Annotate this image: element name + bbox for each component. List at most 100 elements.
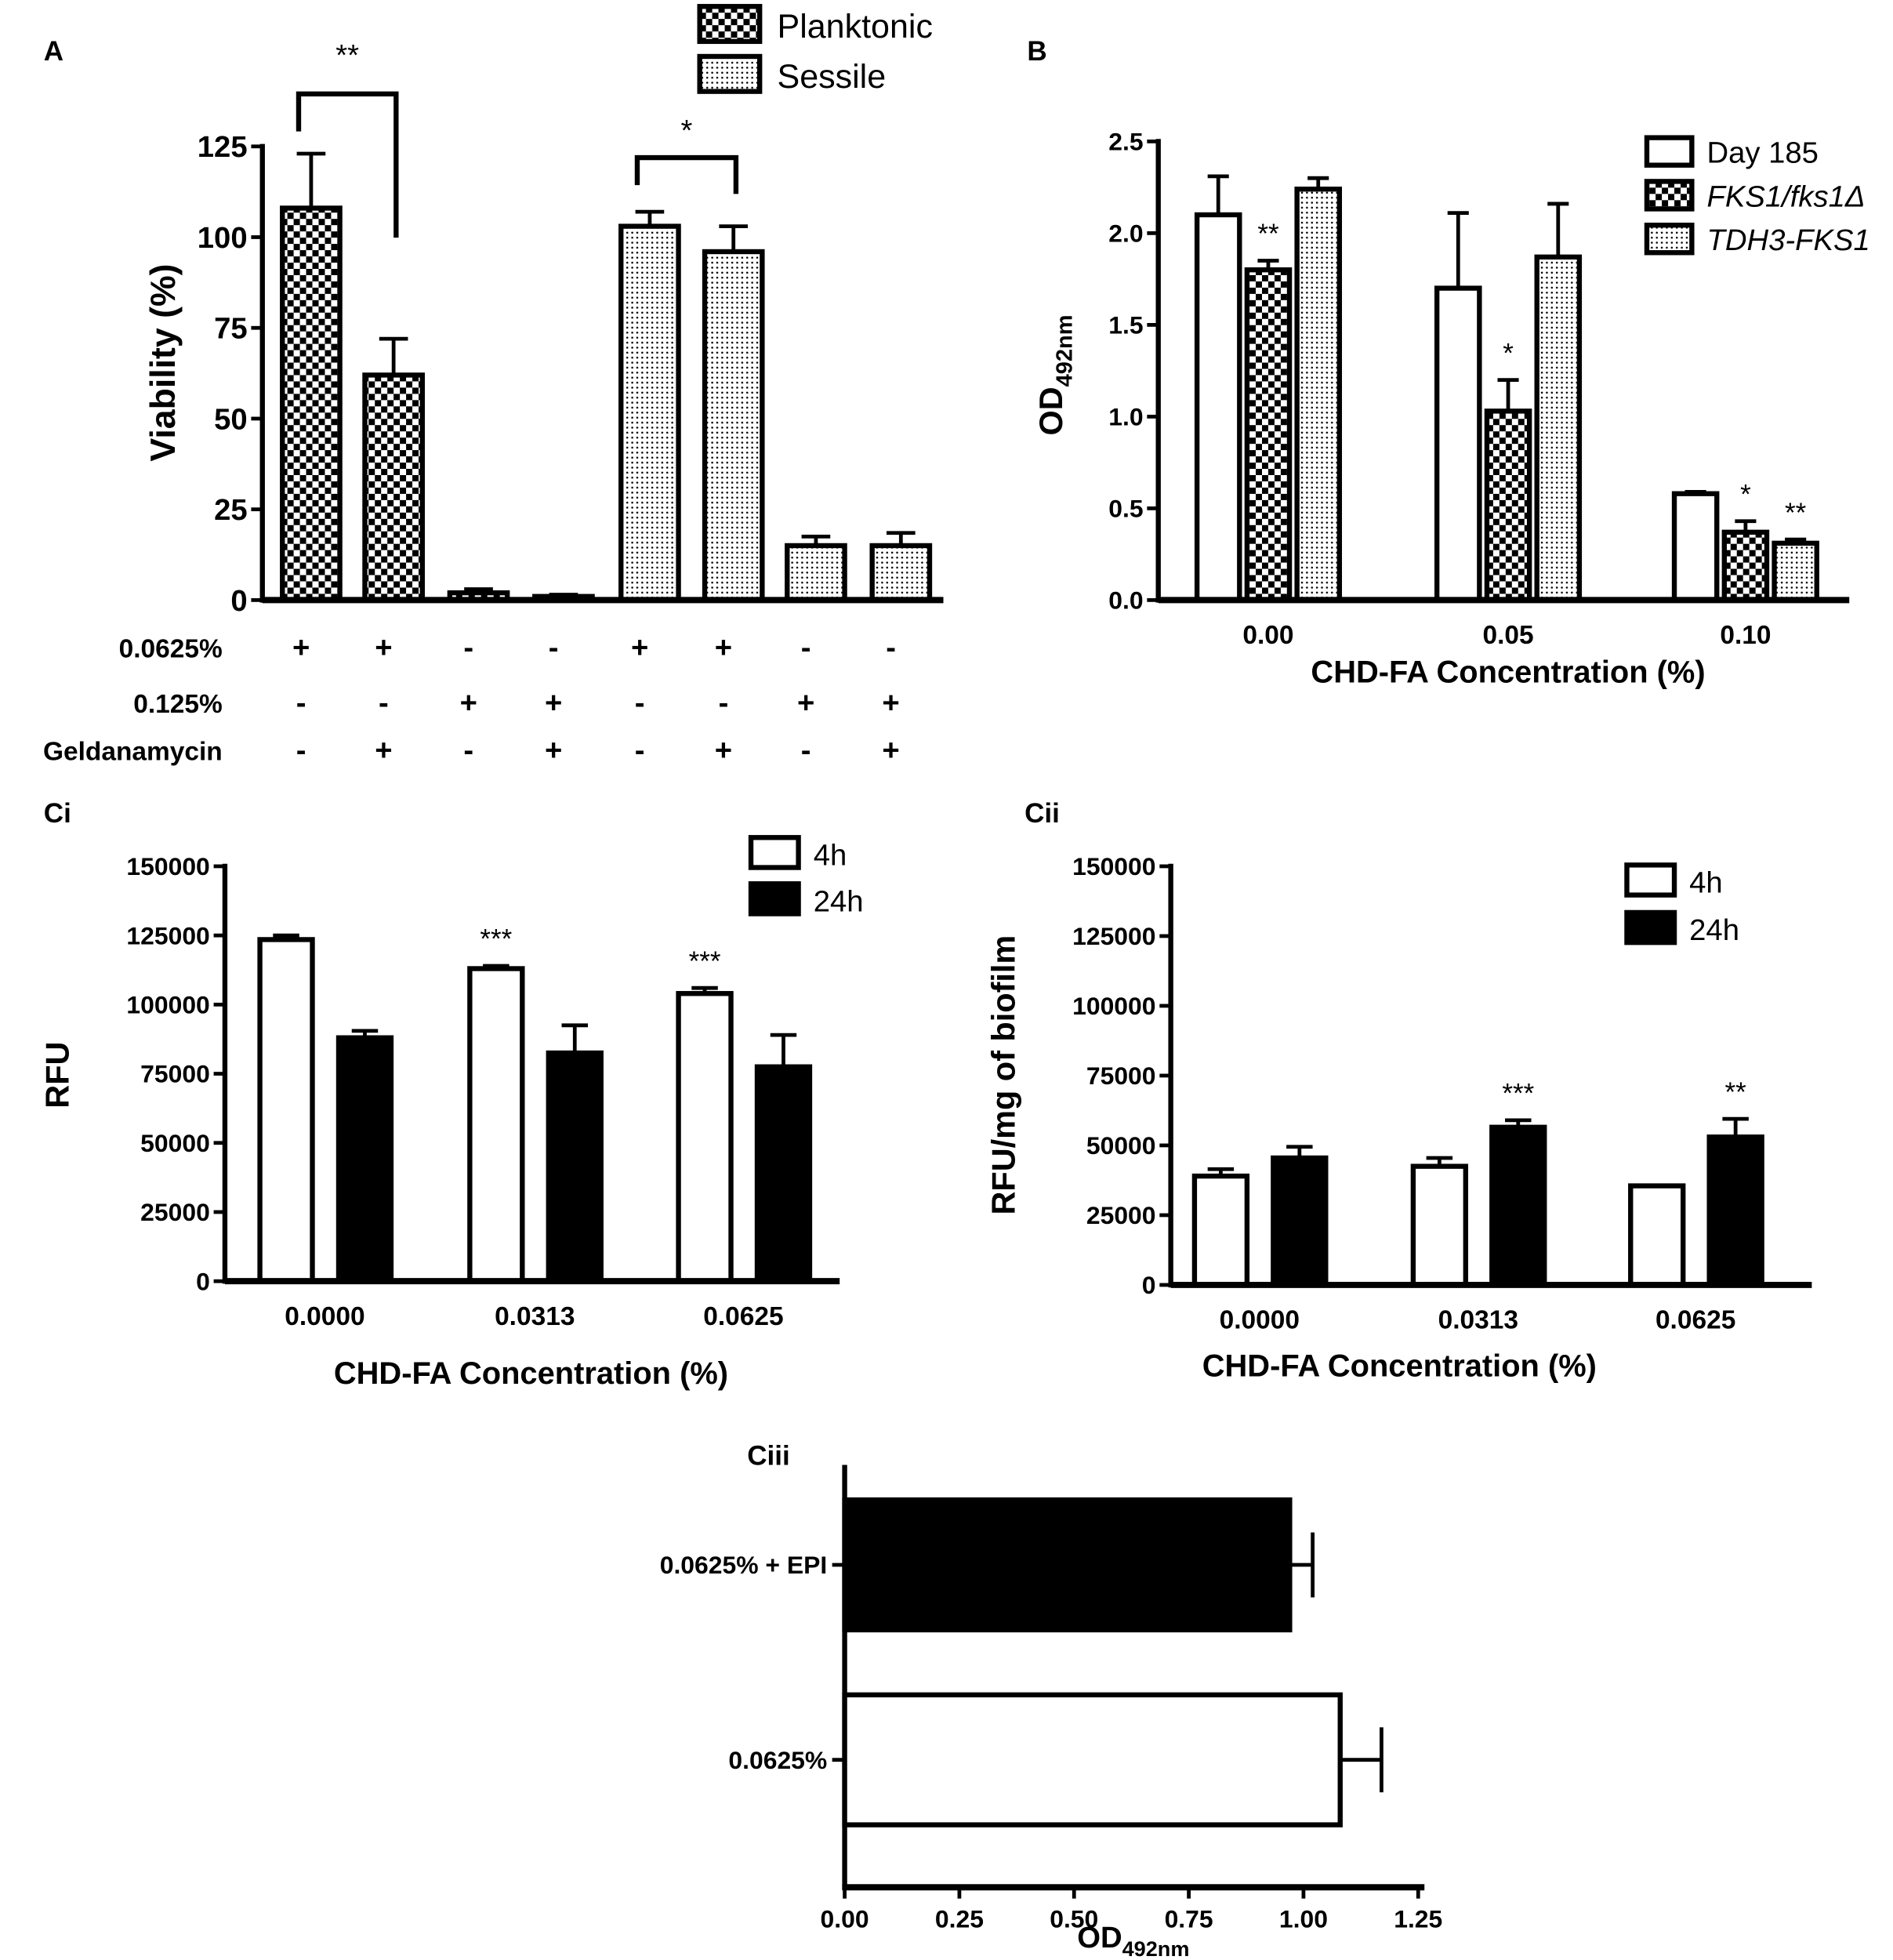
- condition-sign: +: [882, 686, 899, 720]
- condition-sign: -: [296, 733, 306, 767]
- condition-sign: -: [296, 686, 306, 720]
- y-axis-label: RFU/mg of biofilm: [985, 935, 1021, 1215]
- bar: [842, 1692, 1343, 1828]
- condition-label: 0.0625%: [119, 635, 223, 664]
- y-tick-label: 0.0625% + EPI: [660, 1551, 828, 1579]
- y-tick-label: 100000: [126, 991, 209, 1019]
- significance-marker: ***: [1502, 1079, 1534, 1109]
- y-tick-label: 2.0: [1108, 220, 1143, 248]
- x-tick-label: 0.00: [1242, 621, 1293, 650]
- y-tick-label: 1.5: [1108, 311, 1143, 339]
- significance-marker: **: [1725, 1077, 1747, 1108]
- bar-day-185: [1194, 212, 1242, 603]
- condition-sign: -: [886, 631, 896, 665]
- legend-label: Planktonic: [778, 8, 933, 45]
- y-axis-label-main: OD: [1032, 387, 1069, 435]
- x-tick-label: 0.0625: [703, 1302, 783, 1331]
- significance-marker: **: [1785, 498, 1807, 528]
- bar-fks1-fks1-: [1721, 529, 1770, 603]
- condition-sign: -: [549, 631, 559, 665]
- y-axis-label-main: RFU: [39, 1042, 76, 1109]
- legend-swatch: [1644, 179, 1695, 212]
- bar-tdh3-fks1: [1294, 187, 1343, 603]
- legend-label: 4h: [1689, 866, 1723, 899]
- legend-swatch: [1644, 135, 1695, 168]
- bar-4h: [467, 966, 525, 1284]
- y-tick-label: 50000: [140, 1129, 210, 1157]
- bar-4h: [676, 991, 734, 1284]
- y-tick-label: 0: [230, 584, 247, 618]
- x-tick-label: 0.0000: [1220, 1306, 1300, 1335]
- y-axis-label: RFU: [39, 1042, 76, 1109]
- x-tick-label: 0.05: [1482, 621, 1533, 650]
- condition-sign: +: [545, 686, 562, 720]
- y-tick-label: 150000: [126, 852, 209, 880]
- x-tick-label: 0.10: [1720, 621, 1771, 650]
- bar-24h: [754, 1064, 813, 1284]
- x-axis-label-subscript: 492nm: [1122, 1936, 1190, 1960]
- bar-planktonic: [362, 372, 425, 603]
- condition-sign: +: [797, 686, 814, 720]
- legend-label: Sessile: [778, 58, 887, 96]
- y-tick-label: 0.0: [1108, 586, 1143, 615]
- bar-day-185: [1671, 491, 1720, 603]
- x-tick-label: 0.0313: [1438, 1306, 1518, 1335]
- bar-tdh3-fks1: [1534, 254, 1583, 603]
- bar-sessile: [618, 223, 681, 603]
- legend-swatch-sessile: [697, 53, 763, 94]
- bar-sessile: [702, 249, 765, 603]
- condition-sign: +: [375, 733, 392, 767]
- y-tick-label: 0: [1142, 1271, 1156, 1299]
- significance-bracket: [634, 154, 739, 194]
- condition-label: 0.125%: [133, 690, 223, 719]
- significance-marker: **: [335, 38, 359, 72]
- condition-sign: +: [715, 631, 732, 665]
- bar-24h: [1489, 1124, 1547, 1288]
- condition-sign: +: [631, 631, 648, 665]
- bar-4h: [1191, 1173, 1250, 1288]
- x-axis-label: CHD-FA Concentration (%): [334, 1356, 728, 1391]
- x-tick-label: 0.75: [1165, 1904, 1213, 1933]
- legend-swatch: [1624, 862, 1677, 898]
- panel-label: Ciii: [747, 1440, 790, 1471]
- legend-label: 24h: [1689, 913, 1739, 947]
- condition-label: Geldanamycin: [43, 737, 223, 766]
- panel-label: B: [1027, 36, 1046, 67]
- legend-swatch-planktonic: [697, 4, 763, 45]
- bar-planktonic: [280, 205, 343, 603]
- condition-sign: -: [801, 631, 811, 665]
- x-tick-label: 0.0313: [495, 1302, 575, 1331]
- y-tick-label: 25000: [1086, 1201, 1156, 1229]
- significance-marker: *: [1503, 338, 1514, 368]
- bar-4h: [1410, 1163, 1469, 1288]
- bar-tdh3-fks1: [1772, 540, 1819, 603]
- y-tick-label: 0: [196, 1267, 210, 1295]
- y-tick-label: 25: [214, 493, 248, 527]
- y-tick-label: 125000: [1072, 922, 1155, 950]
- legend-swatch: [1644, 222, 1695, 256]
- y-tick-label: 0.5: [1108, 495, 1143, 523]
- x-tick-label: 0.25: [935, 1904, 984, 1933]
- x-tick-label: 1.25: [1394, 1904, 1442, 1933]
- bar-fks1-fks1-: [1244, 267, 1293, 603]
- condition-sign: -: [463, 733, 473, 767]
- x-axis-label: CHD-FA Concentration (%): [1202, 1348, 1597, 1383]
- x-axis-label: CHD-FA Concentration (%): [1311, 655, 1705, 690]
- significance-bracket: [296, 91, 399, 238]
- y-tick-label: 25000: [140, 1198, 210, 1226]
- condition-sign: +: [882, 733, 899, 767]
- significance-marker: *: [680, 114, 692, 147]
- bar-24h: [546, 1050, 604, 1284]
- legend-label: 24h: [814, 884, 864, 918]
- y-tick-label: 100000: [1072, 992, 1155, 1020]
- legend-label: 4h: [814, 838, 847, 872]
- condition-sign: +: [375, 631, 392, 665]
- significance-marker: ***: [689, 946, 721, 977]
- y-tick-label: 50000: [1086, 1131, 1156, 1160]
- legend-swatch: [748, 881, 801, 916]
- condition-sign: +: [292, 631, 310, 665]
- legend-label: Day 185: [1706, 136, 1818, 169]
- panel-label: Ci: [44, 798, 71, 829]
- y-axis-label-main: RFU/mg of biofilm: [985, 935, 1021, 1215]
